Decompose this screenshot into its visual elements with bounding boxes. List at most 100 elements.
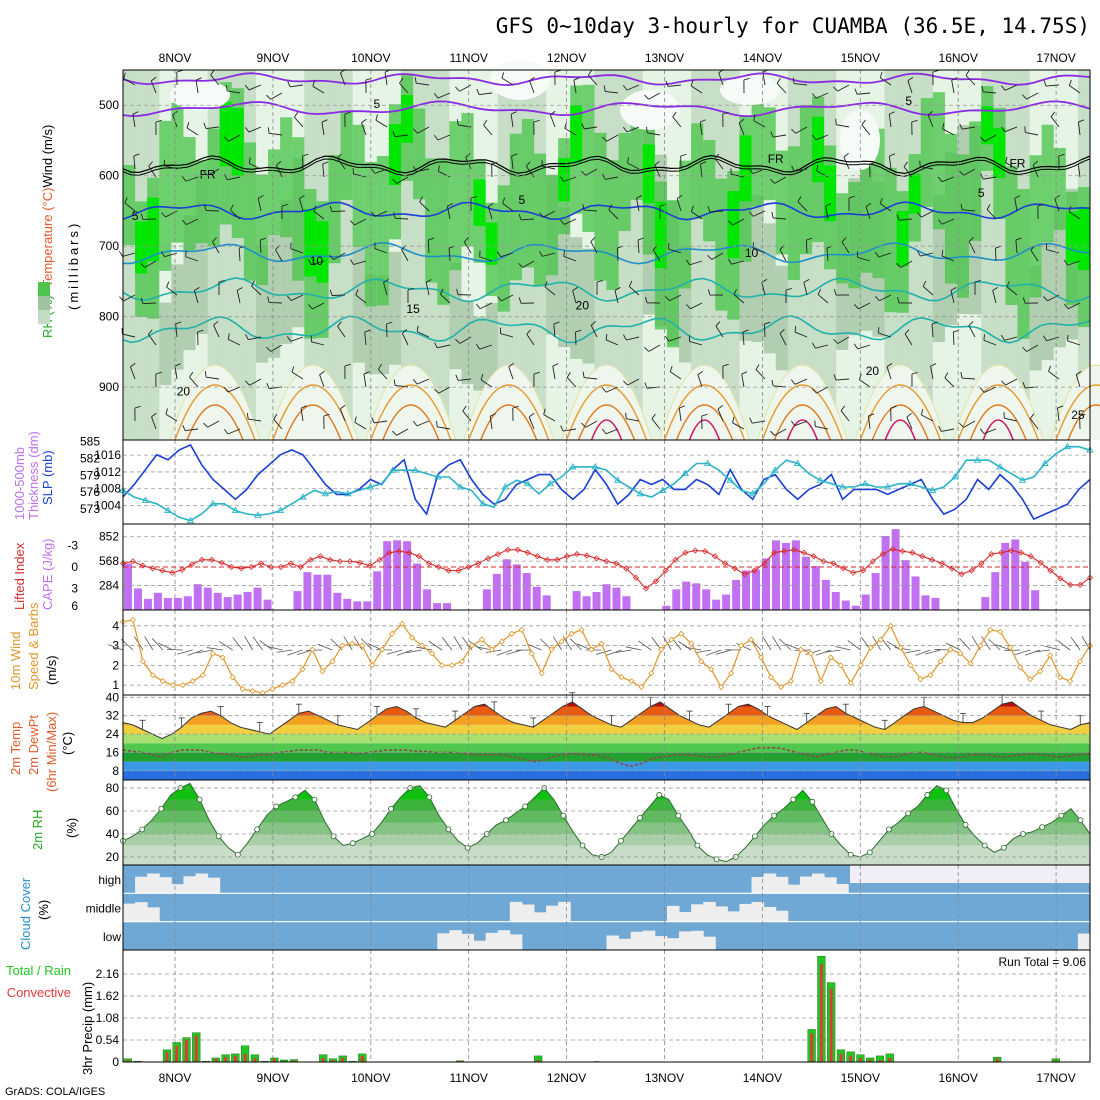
wind-speed-marker — [708, 666, 715, 673]
wind-barb — [585, 168, 598, 176]
wind-barb-flag — [204, 371, 207, 378]
wind-barb — [774, 428, 787, 436]
wind-barb-flag — [937, 176, 943, 182]
wind-barb — [437, 426, 451, 430]
li-marker — [524, 549, 531, 556]
wind-barb — [542, 252, 556, 257]
wind-barb-flag — [539, 250, 543, 257]
wind-barb-flag — [979, 428, 985, 434]
wind-barb — [416, 378, 430, 385]
wind-barb — [563, 255, 577, 262]
cloud-clear-cell — [183, 876, 197, 894]
wind-barb-flag — [223, 387, 229, 393]
wind-barb-flag — [811, 134, 817, 141]
cape-bar — [293, 591, 302, 610]
rh-marker — [426, 794, 433, 801]
wind-speed-marker — [678, 630, 685, 637]
wind-barb — [275, 249, 283, 262]
rh-ylabel-units: (%) — [64, 818, 79, 838]
wind-barb — [584, 377, 598, 380]
wind-barb-flag — [1068, 79, 1072, 86]
cloud-clear-cell — [654, 936, 668, 950]
wind-barb — [752, 168, 766, 175]
wind-barb — [805, 239, 808, 254]
cloud-clear-cell — [461, 933, 475, 950]
wind-barb-flag — [707, 289, 711, 296]
wind-barb-flag — [204, 204, 207, 211]
date-label-bottom: 13NOV — [645, 1071, 684, 1085]
wind-barb-flag — [456, 288, 459, 295]
rh-column-green — [437, 159, 450, 305]
warm-core-shade — [365, 364, 457, 441]
rh-marker — [273, 803, 280, 810]
thickness-marker — [568, 463, 577, 470]
wind-barb — [501, 77, 514, 86]
wind-barb-10m — [1044, 645, 1061, 651]
wind-barb — [1067, 340, 1081, 346]
wind-barb — [590, 241, 598, 254]
wind-barb — [963, 168, 976, 176]
temp2m-panel: 8 16 24 32 40 — [106, 690, 1091, 781]
wind-barb-flag — [350, 220, 355, 226]
wind-barb-flag — [437, 165, 440, 172]
thickness-marker — [838, 483, 847, 490]
wind-barb-flag — [748, 211, 754, 217]
temp-band — [123, 724, 1090, 735]
wind-speed-marker — [688, 640, 695, 647]
wind-speed-marker — [508, 630, 515, 637]
wind-barb — [462, 410, 472, 422]
lifted-index-line — [122, 548, 1091, 590]
wind-barb — [962, 209, 976, 212]
wind-barb-flag — [890, 405, 897, 409]
cloud-clear-high — [850, 865, 1090, 883]
cape-bar — [1021, 561, 1030, 610]
wind-speed-marker — [787, 678, 794, 685]
wind-barb — [965, 75, 976, 86]
wind-barb-flag — [614, 287, 621, 291]
wind-barb — [794, 420, 808, 427]
wind-tick-label: 1 — [112, 678, 119, 692]
wind-speed-marker — [199, 672, 206, 679]
wind-barb — [207, 168, 220, 176]
wind-barb — [608, 209, 619, 220]
li-marker — [179, 566, 186, 573]
wind-barb-flag — [496, 251, 501, 257]
wind-barb-flag — [294, 111, 299, 118]
temp-contour-25 — [565, 384, 648, 441]
li-marker — [820, 558, 827, 565]
wind-barb-flag — [986, 204, 991, 210]
wind-barb-flag — [419, 196, 423, 203]
wind-tick-label: 2 — [112, 658, 119, 672]
precip-conv-bar — [243, 1053, 247, 1062]
rh-marker — [349, 840, 356, 847]
wind-speed-marker — [857, 662, 864, 669]
wind-barb — [396, 428, 409, 436]
wind-barb — [552, 366, 556, 380]
wind-speed-marker — [897, 644, 904, 651]
warm-core-shade — [267, 364, 359, 441]
wind-speed-marker — [947, 646, 954, 653]
wind-barb — [213, 325, 220, 338]
wind-barb-flag — [833, 374, 837, 381]
contour-label: 5 — [978, 186, 985, 200]
precip-conv-bar — [819, 964, 823, 1062]
wind-barb-flag — [1022, 297, 1026, 304]
rh-column-green — [606, 160, 620, 290]
wind-barb — [544, 286, 556, 296]
precip-conv-bar — [321, 1057, 325, 1062]
wind-barb-flag — [195, 77, 202, 81]
precip-conv-bar — [888, 1057, 892, 1062]
cape-bar — [901, 560, 910, 610]
cloud-ylabel: Cloud Cover — [18, 877, 33, 950]
wind-speed-marker — [588, 646, 595, 653]
wind-barb — [166, 286, 178, 296]
date-label-top: 15NOV — [841, 51, 880, 65]
wind-barb — [227, 90, 241, 94]
wind-barb — [396, 176, 409, 184]
wind-barb-10m — [360, 638, 373, 651]
wind-barb — [626, 336, 640, 341]
wind-barb-flag — [676, 194, 683, 199]
wind-speed-marker — [698, 658, 705, 665]
rh-legend-swatch — [38, 282, 50, 324]
wind-barb-flag — [906, 412, 912, 418]
